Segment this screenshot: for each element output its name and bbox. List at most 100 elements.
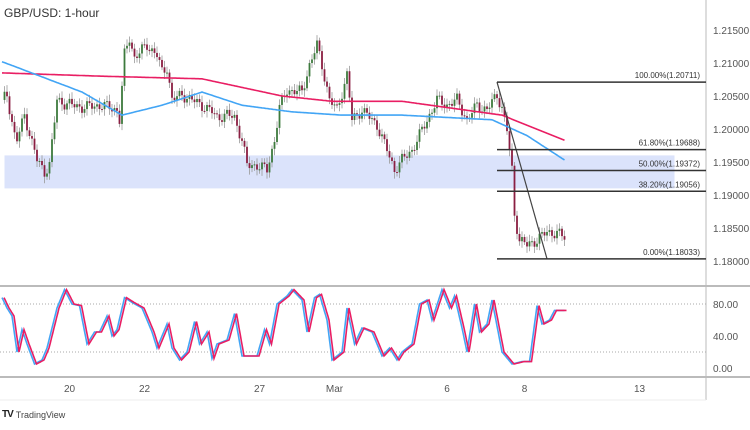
- candle-body: [123, 48, 126, 86]
- candle-body: [483, 106, 486, 112]
- candle-body: [546, 231, 548, 236]
- candle-body: [411, 149, 413, 152]
- candle-body: [348, 71, 351, 98]
- candle-body: [358, 114, 361, 119]
- candle-body: [136, 56, 138, 58]
- candle-body: [491, 99, 493, 108]
- candle-body: [86, 101, 88, 110]
- stoch-tick-label: 40.00: [713, 332, 738, 343]
- candle-body: [181, 90, 183, 96]
- candle-body: [328, 86, 331, 99]
- candle-body: [456, 93, 458, 100]
- candle-body: [161, 59, 163, 68]
- candle-body: [303, 88, 306, 91]
- candle-body: [58, 97, 61, 100]
- candle-body: [68, 98, 71, 104]
- candle-body: [173, 97, 176, 101]
- candle-body: [496, 94, 498, 99]
- sma-fast-line: [1, 60, 565, 161]
- candle-body: [306, 76, 308, 89]
- candle-body: [261, 162, 263, 170]
- tradingview-logo-icon: TV: [2, 409, 14, 420]
- candle-body: [6, 91, 8, 97]
- candle-body: [506, 115, 508, 132]
- candle-body: [346, 71, 348, 84]
- candle-body: [531, 241, 533, 243]
- candle-body: [516, 215, 518, 234]
- candle-body: [221, 120, 223, 122]
- candle-body: [333, 104, 336, 106]
- candle-body: [323, 69, 326, 82]
- candle-body: [428, 113, 431, 122]
- candle-body: [556, 230, 558, 239]
- candle-body: [343, 83, 346, 99]
- time-tick-label: 6: [444, 384, 450, 395]
- candle-body: [413, 149, 416, 151]
- candle-body: [51, 139, 53, 163]
- candle-body: [431, 112, 433, 114]
- candle-body: [141, 44, 143, 54]
- candle-body: [416, 141, 418, 151]
- candle-body: [96, 104, 98, 107]
- candle-body: [311, 59, 313, 64]
- candle-body: [288, 90, 291, 95]
- candle-body: [201, 102, 203, 111]
- candle-body: [156, 52, 158, 58]
- candle-body: [166, 72, 168, 74]
- candle-body: [398, 162, 401, 173]
- candle-body: [281, 95, 283, 105]
- candle-body: [511, 149, 513, 166]
- candle-body: [116, 108, 118, 111]
- candle-body: [373, 118, 376, 121]
- candle-body: [266, 164, 268, 173]
- candle-body: [441, 95, 443, 105]
- price-tick-label: 1.19500: [713, 158, 750, 169]
- candle-body: [318, 40, 321, 52]
- candle-body: [543, 232, 546, 236]
- candle-body: [163, 67, 166, 73]
- sma-slow-line: [2, 72, 565, 141]
- candle-body: [338, 103, 341, 105]
- candle-body: [423, 126, 426, 129]
- time-tick-label: 22: [139, 384, 151, 395]
- candle-body: [421, 126, 423, 130]
- candle-body: [158, 57, 161, 60]
- candle-body: [238, 125, 241, 139]
- price-tick-label: 1.21500: [713, 26, 750, 37]
- candle-body: [251, 165, 253, 169]
- candle-body: [451, 103, 453, 106]
- candle-body: [326, 81, 328, 87]
- candle-body: [286, 94, 288, 97]
- candle-body: [403, 153, 406, 157]
- candle-body: [533, 241, 536, 247]
- candle-body: [386, 139, 388, 152]
- candle-body: [193, 99, 196, 103]
- candle-body: [121, 85, 123, 124]
- candle-body: [536, 243, 538, 247]
- candle-body: [78, 104, 81, 107]
- candle-body: [196, 98, 198, 103]
- stoch-tick-label: 80.00: [713, 300, 738, 311]
- candle-body: [443, 104, 446, 109]
- candle-body: [313, 53, 316, 60]
- stoch-d-line: [3, 287, 567, 366]
- candle-body: [471, 113, 473, 118]
- candle-body: [171, 82, 173, 98]
- price-tick-label: 1.19000: [713, 191, 750, 202]
- candle-body: [503, 106, 506, 116]
- candle-body: [453, 99, 456, 106]
- candle-body: [126, 45, 128, 49]
- candle-body: [231, 115, 233, 118]
- candle-body: [486, 106, 488, 109]
- candle-body: [228, 109, 231, 116]
- fib-level-label: 0.00%(1.18033): [643, 248, 700, 257]
- candle-body: [213, 113, 216, 115]
- candle-body: [81, 106, 83, 113]
- candle-body: [488, 107, 491, 109]
- candle-body: [538, 233, 541, 244]
- candle-body: [523, 237, 526, 243]
- candle-body: [143, 44, 146, 46]
- candle-body: [463, 115, 466, 117]
- candle-body: [43, 165, 46, 177]
